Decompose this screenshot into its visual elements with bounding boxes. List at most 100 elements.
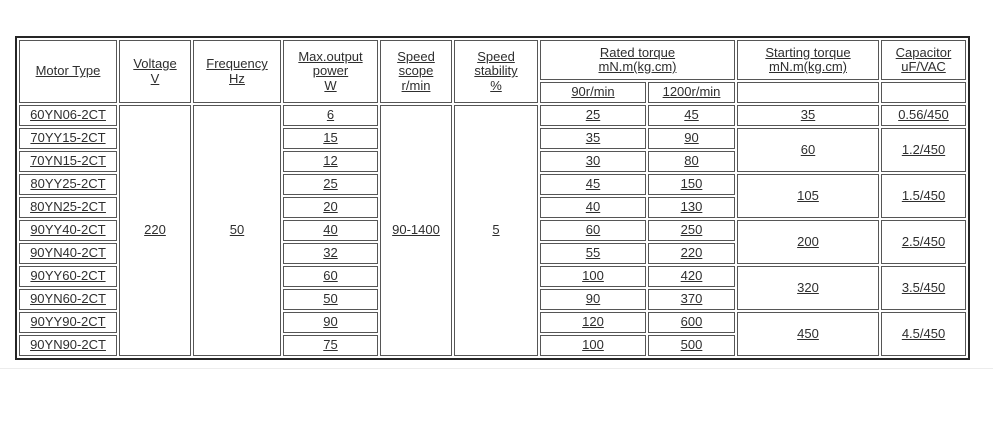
table-row: 80YN25-2CT 20 40 130 (19, 197, 966, 218)
cell-motor-type: 90YY90-2CT (19, 312, 117, 333)
subheader-empty-capacitor (881, 82, 966, 103)
cell-torque-90: 100 (540, 335, 646, 356)
cell-starting-torque: 320 (737, 266, 879, 310)
cell-max-power: 6 (283, 105, 378, 126)
cell-max-power: 90 (283, 312, 378, 333)
cell-max-power: 32 (283, 243, 378, 264)
cell-torque-1200: 500 (648, 335, 735, 356)
cell-capacitor: 3.5/450 (881, 266, 966, 310)
cell-max-power: 40 (283, 220, 378, 241)
header-row-1: Motor Type Voltage V Frequency Hz Max.ou… (19, 40, 966, 103)
cell-torque-90: 25 (540, 105, 646, 126)
header-capacitor: Capacitor uF/VAC (881, 40, 966, 80)
cell-torque-1200: 600 (648, 312, 735, 333)
page-divider (0, 368, 993, 369)
cell-motor-type: 80YY25-2CT (19, 174, 117, 195)
header-frequency: Frequency Hz (193, 40, 281, 103)
header-max-output-power-label: Max.output power (298, 49, 363, 79)
header-motor-type: Motor Type (19, 40, 117, 103)
cell-torque-1200: 420 (648, 266, 735, 287)
table-row: 90YY40-2CT 40 60 250 200 2.5/450 (19, 220, 966, 264)
cell-torque-90: 40 (540, 197, 646, 218)
motor-spec-table: Motor Type Voltage V Frequency Hz Max.ou… (15, 36, 970, 360)
header-speed-scope: Speed scope r/min (380, 40, 452, 103)
cell-starting-torque: 105 (737, 174, 879, 218)
cell-torque-1200: 130 (648, 197, 735, 218)
table-row: 70YY15-2CT 15 35 90 60 1.2/450 (19, 128, 966, 172)
cell-speed-scope: 90-1400 (380, 105, 452, 356)
cell-motor-type: 80YN25-2CT (19, 197, 117, 218)
table-row: 90YN90-2CT 75 100 500 (19, 335, 966, 356)
header-frequency-label: Frequency (206, 56, 268, 72)
cell-torque-1200: 90 (648, 128, 735, 149)
cell-motor-type: 60YN06-2CT (19, 105, 117, 126)
cell-torque-90: 55 (540, 243, 646, 264)
cell-motor-type: 90YY40-2CT (19, 220, 117, 241)
table-row: 90YY90-2CT 90 120 600 450 4.5/450 (19, 312, 966, 356)
cell-torque-1200: 150 (648, 174, 735, 195)
cell-max-power: 60 (283, 266, 378, 287)
table-row: 90YN60-2CT 50 90 370 (19, 289, 966, 310)
cell-torque-1200: 220 (648, 243, 735, 264)
table-row: 90YN40-2CT 32 55 220 (19, 243, 966, 264)
cell-motor-type: 90YN40-2CT (19, 243, 117, 264)
table-row: 70YN15-2CT 12 30 80 (19, 151, 966, 172)
cell-max-power: 25 (283, 174, 378, 195)
cell-max-power: 20 (283, 197, 378, 218)
header-voltage-label: Voltage (133, 56, 177, 72)
subheader-torque-1200rmin: 1200r/min (648, 82, 735, 103)
cell-capacitor: 4.5/450 (881, 312, 966, 356)
cell-torque-90: 100 (540, 266, 646, 287)
table-row: 90YY60-2CT 60 100 420 320 3.5/450 (19, 266, 966, 310)
header-speed-scope-label: Speed scope (397, 49, 435, 79)
header-max-output-power-unit: W (324, 77, 337, 93)
subheader-empty-starting-torque (737, 82, 879, 103)
cell-torque-90: 45 (540, 174, 646, 195)
cell-torque-90: 35 (540, 128, 646, 149)
header-speed-scope-unit: r/min (401, 77, 431, 93)
cell-max-power: 15 (283, 128, 378, 149)
cell-frequency: 50 (193, 105, 281, 356)
header-frequency-unit: Hz (229, 70, 245, 86)
header-starting-torque-unit: mN.m(kg.cm) (769, 59, 847, 74)
cell-starting-torque: 35 (737, 105, 879, 126)
cell-motor-type: 90YN90-2CT (19, 335, 117, 356)
cell-torque-1200: 80 (648, 151, 735, 172)
cell-capacitor: 1.5/450 (881, 174, 966, 218)
cell-capacitor: 0.56/450 (881, 105, 966, 126)
cell-torque-1200: 370 (648, 289, 735, 310)
header-speed-stability: Speed stability % (454, 40, 538, 103)
header-speed-stability-unit: % (490, 77, 502, 93)
cell-torque-90: 30 (540, 151, 646, 172)
cell-voltage: 220 (119, 105, 191, 356)
header-rated-torque-label: Rated torque (599, 44, 676, 60)
header-starting-torque: Starting torque mN.m(kg.cm) (737, 40, 879, 80)
cell-motor-type: 90YN60-2CT (19, 289, 117, 310)
cell-speed-stability: 5 (454, 105, 538, 356)
table-row: 80YY25-2CT 25 45 150 105 1.5/450 (19, 174, 966, 218)
cell-capacitor: 2.5/450 (881, 220, 966, 264)
cell-max-power: 75 (283, 335, 378, 356)
cell-torque-90: 120 (540, 312, 646, 333)
header-capacitor-label: Capacitor (895, 44, 952, 60)
cell-max-power: 12 (283, 151, 378, 172)
header-motor-type-label: Motor Type (35, 63, 101, 79)
header-voltage-unit: V (150, 70, 160, 86)
cell-torque-1200: 250 (648, 220, 735, 241)
cell-motor-type: 70YN15-2CT (19, 151, 117, 172)
table-row: 60YN06-2CT 220 50 6 90-1400 5 25 45 35 0… (19, 105, 966, 356)
header-voltage: Voltage V (119, 40, 191, 103)
cell-torque-1200: 45 (648, 105, 735, 126)
cell-torque-90: 90 (540, 289, 646, 310)
cell-capacitor: 1.2/450 (881, 128, 966, 172)
cell-starting-torque: 60 (737, 128, 879, 172)
cell-torque-90: 60 (540, 220, 646, 241)
header-row-2: 90r/min 1200r/min (19, 82, 966, 103)
cell-motor-type: 90YY60-2CT (19, 266, 117, 287)
cell-starting-torque: 200 (737, 220, 879, 264)
cell-max-power: 50 (283, 289, 378, 310)
header-rated-torque-unit: mN.m(kg.cm) (598, 59, 677, 74)
header-starting-torque-label: Starting torque (765, 44, 851, 60)
cell-starting-torque: 450 (737, 312, 879, 356)
